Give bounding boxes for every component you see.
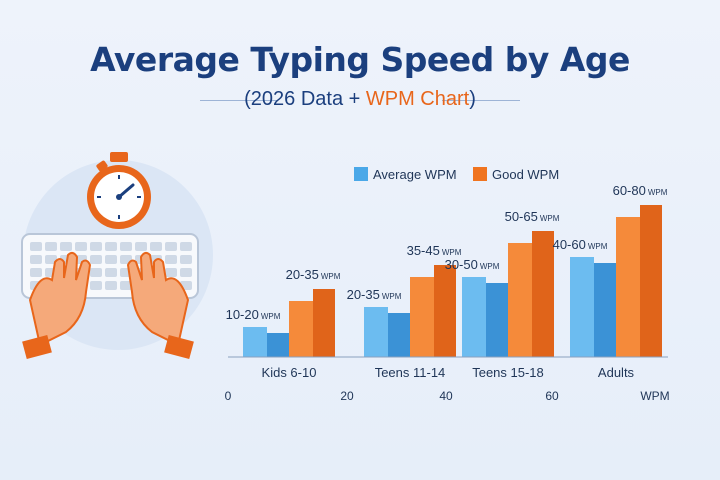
chart-subtitle: (2026 Data + WPM Chart) bbox=[0, 88, 720, 111]
keyboard-key bbox=[90, 268, 102, 277]
bar-average-wpm-shade bbox=[486, 283, 508, 357]
keyboard-key bbox=[165, 242, 177, 251]
subtitle-left-rule bbox=[200, 100, 278, 101]
hands-icon bbox=[22, 251, 194, 360]
x-axis-label: WPM bbox=[640, 389, 669, 403]
category-label: Teens 11-14 bbox=[375, 365, 446, 380]
keyboard-key bbox=[120, 281, 132, 290]
chart-legend: Average WPM Good WPM bbox=[354, 167, 559, 182]
bar-good-wpm bbox=[508, 243, 532, 357]
bar-good-wpm bbox=[410, 277, 434, 357]
keyboard-key bbox=[90, 242, 102, 251]
bar-good-wpm-shade bbox=[640, 205, 662, 357]
bar-average-wpm bbox=[243, 327, 267, 357]
bar-average-wpm-shade bbox=[388, 313, 410, 357]
bar-average-wpm bbox=[364, 307, 388, 357]
bar-average-wpm bbox=[462, 277, 486, 357]
x-tick-label: 40 bbox=[439, 389, 453, 403]
x-axis: Kids 6-10 Teens 11-14 Teens 15-18 Adults 0 20… bbox=[225, 356, 670, 403]
keyboard-key bbox=[150, 242, 162, 251]
keyboard-key bbox=[90, 255, 102, 264]
bar-good-wpm-shade bbox=[532, 231, 554, 357]
legend-label: Average WPM bbox=[373, 167, 457, 182]
chart-subtitle-row: (2026 Data + WPM Chart) bbox=[0, 88, 720, 114]
legend-swatch-average bbox=[354, 167, 368, 181]
data-label: 10-20 WPM bbox=[226, 307, 281, 322]
data-label: 20-35 WPM bbox=[347, 287, 402, 302]
keyboard-key bbox=[45, 255, 57, 264]
data-label: 20-35 WPM bbox=[286, 267, 341, 282]
bar-average-wpm-shade bbox=[267, 333, 289, 357]
keyboard-key bbox=[30, 255, 42, 264]
keyboard-key bbox=[165, 255, 177, 264]
bar-good-wpm bbox=[289, 301, 313, 357]
keyboard-key bbox=[30, 242, 42, 251]
keyboard-key bbox=[165, 268, 177, 277]
keyboard-key bbox=[105, 255, 117, 264]
stopwatch-icon bbox=[87, 152, 151, 229]
keyboard-key bbox=[75, 242, 87, 251]
bar-good-wpm-shade bbox=[313, 289, 335, 357]
bar-good-wpm-shade bbox=[434, 265, 456, 357]
x-tick-label: 0 bbox=[225, 389, 232, 403]
data-label: 30-50 WPM bbox=[445, 257, 500, 272]
data-label: 35-45 WPM bbox=[407, 243, 462, 258]
bar-average-wpm-shade bbox=[594, 263, 616, 357]
data-label: 60-80 WPM bbox=[613, 183, 668, 198]
x-tick-label: 20 bbox=[340, 389, 354, 403]
keyboard-key bbox=[60, 242, 72, 251]
keyboard-key bbox=[30, 268, 42, 277]
keyboard-key bbox=[90, 281, 102, 290]
category-label: Kids 6-10 bbox=[262, 365, 317, 380]
keyboard-key bbox=[180, 268, 192, 277]
legend-label: Good WPM bbox=[492, 167, 559, 182]
bar-good-wpm bbox=[616, 217, 640, 357]
keyboard-key bbox=[105, 268, 117, 277]
x-tick-label: 60 bbox=[545, 389, 559, 403]
subtitle-right-rule bbox=[442, 100, 520, 101]
keyboard-key bbox=[105, 242, 117, 251]
data-label: 40-60 WPM bbox=[553, 237, 608, 252]
keyboard-key bbox=[120, 242, 132, 251]
legend-swatch-good bbox=[473, 167, 487, 181]
bar-average-wpm bbox=[570, 257, 594, 357]
keyboard-key bbox=[105, 281, 117, 290]
category-label: Adults bbox=[598, 365, 635, 380]
subtitle-suffix: ) bbox=[469, 88, 476, 110]
keyboard-key bbox=[180, 255, 192, 264]
chart-bars bbox=[243, 205, 662, 357]
subtitle-accent: WPM Chart bbox=[365, 88, 470, 110]
keyboard-key bbox=[45, 242, 57, 251]
data-label: 50-65 WPM bbox=[505, 209, 560, 224]
subtitle-prefix: (2026 Data + bbox=[244, 88, 366, 110]
category-label: Teens 15-18 bbox=[472, 365, 544, 380]
keyboard-key bbox=[135, 242, 147, 251]
keyboard-key bbox=[180, 242, 192, 251]
chart-title: Average Typing Speed by Age bbox=[90, 40, 630, 79]
